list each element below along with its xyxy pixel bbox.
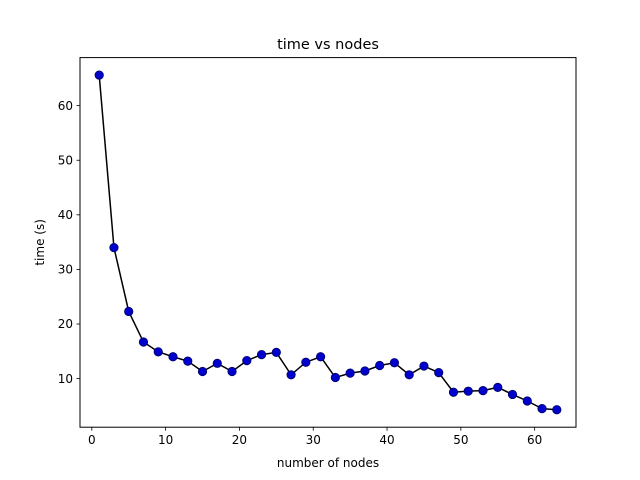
y-tick-label: 10	[58, 372, 73, 386]
data-point	[183, 356, 193, 366]
x-tick-label: 20	[232, 433, 247, 447]
y-tick-label: 30	[58, 263, 73, 277]
data-point	[419, 361, 429, 371]
data-point	[109, 242, 119, 253]
data-point	[212, 358, 222, 368]
data-point	[375, 360, 385, 371]
y-tick-label: 20	[58, 317, 73, 331]
chart-title: time vs nodes	[277, 37, 379, 53]
y-axis: 10 20 30 40 50 60	[58, 99, 80, 386]
data-point	[345, 368, 355, 378]
data-point	[463, 386, 473, 396]
data-point	[197, 366, 208, 377]
x-axis-label: number of nodes	[277, 456, 379, 470]
data-point	[522, 396, 532, 406]
data-point	[330, 372, 340, 383]
data-point	[124, 306, 134, 317]
data-point	[227, 366, 237, 377]
data-point	[168, 352, 178, 362]
data-point	[138, 337, 149, 347]
data-point	[434, 368, 444, 378]
data-point	[537, 404, 547, 414]
data-point	[360, 366, 370, 376]
y-tick-label: 60	[58, 99, 73, 113]
data-point	[286, 370, 296, 380]
data-point	[242, 355, 252, 366]
plot-area	[94, 70, 562, 415]
x-tick-label: 40	[379, 433, 394, 447]
y-tick-label: 50	[58, 153, 73, 167]
data-point	[552, 405, 562, 415]
data-point	[153, 347, 163, 357]
data-point	[478, 386, 488, 396]
data-point	[507, 389, 518, 400]
x-tick-label: 0	[88, 433, 96, 447]
data-point	[316, 352, 326, 362]
data-point	[448, 387, 459, 397]
x-tick-label: 10	[158, 433, 173, 447]
x-tick-label: 60	[527, 433, 542, 447]
data-point	[94, 70, 104, 80]
data-point	[493, 382, 503, 392]
x-tick-label: 50	[453, 433, 468, 447]
y-tick-label: 40	[58, 208, 73, 222]
x-tick-label: 30	[306, 433, 321, 447]
data-point	[271, 347, 281, 358]
data-point	[389, 358, 400, 368]
x-axis: 0 10 20 30 40 50 60	[88, 427, 542, 447]
y-axis-label: time (s)	[33, 219, 47, 266]
data-point	[256, 349, 267, 360]
data-point	[404, 370, 414, 380]
plot-frame	[79, 57, 577, 428]
data-point	[301, 357, 311, 367]
series-line	[98, 75, 557, 411]
